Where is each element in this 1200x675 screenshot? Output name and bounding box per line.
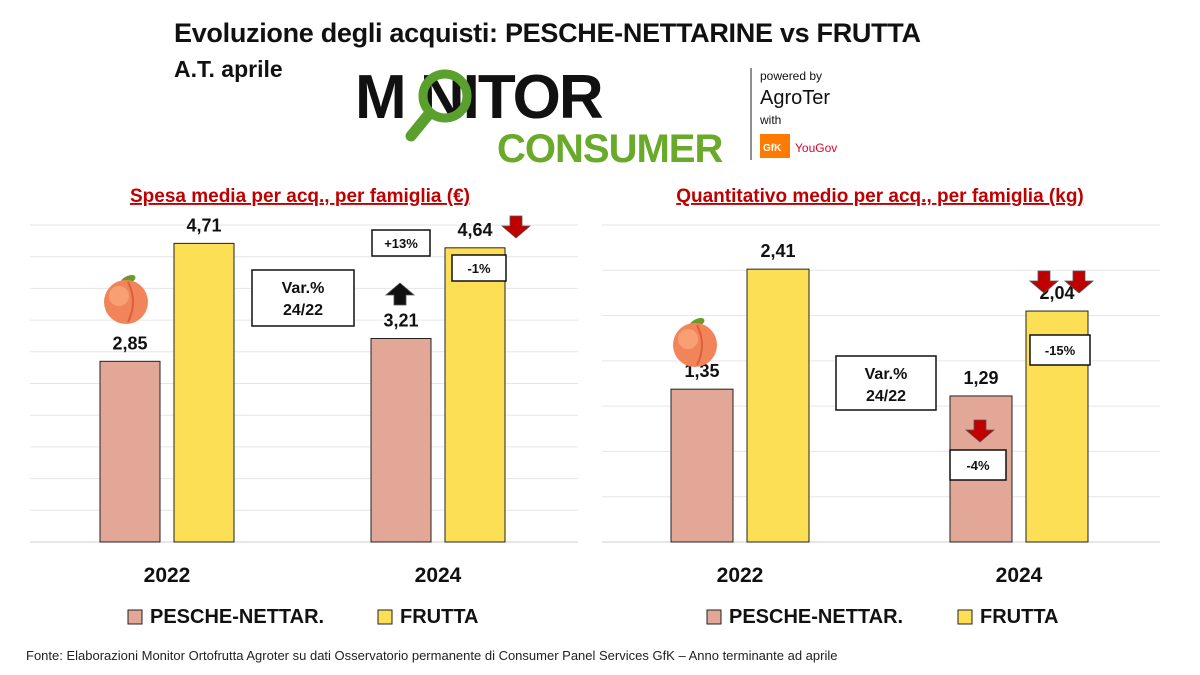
data-label: 3,21 bbox=[383, 310, 418, 330]
logo-monitor-text: M NITOR bbox=[355, 63, 603, 132]
x-tick-label: 2022 bbox=[717, 564, 764, 587]
legend-label: FRUTTA bbox=[980, 606, 1059, 628]
logo-gfk: GfK bbox=[763, 143, 782, 154]
chart-title: Quantitativo medio per acq., per famigli… bbox=[676, 186, 1084, 207]
logo-powered-by: powered by bbox=[760, 69, 822, 83]
legend-swatch bbox=[957, 609, 973, 625]
page-title: Evoluzione degli acquisti: PESCHE-NETTAR… bbox=[174, 18, 921, 48]
chart-spesa-media: Spesa media per acq., per famiglia (€) 2,… bbox=[30, 186, 578, 628]
change-box bbox=[451, 254, 507, 282]
monitor-consumer-logo: M NITOR CONSUMER powered by AgroTer with… bbox=[355, 63, 837, 167]
arrow-down-icon bbox=[1063, 270, 1095, 294]
x-tick-label: 2022 bbox=[144, 564, 191, 587]
logo-consumer-text: CONSUMER bbox=[497, 127, 723, 167]
change-label: -4% bbox=[966, 458, 990, 473]
peach-crease bbox=[127, 281, 134, 323]
chart-quantitativo-medio: Quantitativo medio per acq., per famigli… bbox=[602, 186, 1160, 628]
peach-crease bbox=[696, 324, 703, 366]
data-label: 4,64 bbox=[457, 220, 492, 240]
legend-swatch bbox=[127, 609, 143, 625]
change-box bbox=[949, 449, 1007, 481]
page-subtitle: A.T. aprile bbox=[174, 56, 283, 82]
peach-icon bbox=[104, 275, 148, 324]
var-box bbox=[835, 355, 937, 411]
change-box bbox=[1029, 334, 1091, 366]
chart-title: Spesa media per acq., per famiglia (€) bbox=[130, 186, 470, 207]
logo-agroter: AgroTer bbox=[760, 87, 830, 109]
magnifier-icon bbox=[405, 69, 472, 142]
var-box-line1: Var.% bbox=[282, 280, 325, 297]
logo-with: with bbox=[759, 113, 781, 127]
legend-label: PESCHE-NETTAR. bbox=[729, 606, 903, 628]
data-label: 4,71 bbox=[186, 215, 221, 235]
var-box-line2: 24/22 bbox=[283, 302, 323, 319]
arrow-down-icon bbox=[1028, 270, 1060, 294]
arrow-down-icon bbox=[500, 215, 532, 239]
arrow-up-icon bbox=[384, 282, 416, 306]
peach-icon bbox=[673, 318, 717, 367]
legend-swatch bbox=[377, 609, 393, 625]
var-box-line1: Var.% bbox=[865, 366, 908, 383]
peach-highlight bbox=[109, 286, 129, 306]
bar-frutta-2024 bbox=[444, 247, 506, 543]
bar-pesche-2022 bbox=[99, 360, 161, 543]
bar-frutta-2022 bbox=[746, 268, 810, 543]
var-box bbox=[251, 269, 355, 327]
peach-highlight bbox=[678, 329, 698, 349]
var-box-line2: 24/22 bbox=[866, 388, 906, 405]
change-label: +13% bbox=[384, 236, 418, 251]
gfk-logo-icon bbox=[760, 134, 790, 158]
legend-label: FRUTTA bbox=[400, 606, 479, 628]
data-label: 2,41 bbox=[760, 241, 795, 261]
source-footnote: Fonte: Elaborazioni Monitor Ortofrutta A… bbox=[26, 648, 838, 663]
x-tick-label: 2024 bbox=[415, 564, 462, 587]
x-tick-label: 2024 bbox=[996, 564, 1043, 587]
bar-pesche-2022 bbox=[670, 388, 734, 543]
bar-frutta-2022 bbox=[173, 242, 235, 543]
legend-label: PESCHE-NETTAR. bbox=[150, 606, 324, 628]
change-label: -1% bbox=[467, 261, 491, 276]
logo-yougov: YouGov bbox=[795, 141, 837, 155]
data-label: 1,29 bbox=[963, 368, 998, 388]
change-label: -15% bbox=[1045, 343, 1076, 358]
change-box bbox=[371, 229, 431, 257]
legend-swatch bbox=[706, 609, 722, 625]
arrow-down-icon bbox=[964, 419, 996, 443]
data-label: 2,85 bbox=[112, 333, 147, 353]
bar-pesche-2024 bbox=[370, 337, 432, 543]
